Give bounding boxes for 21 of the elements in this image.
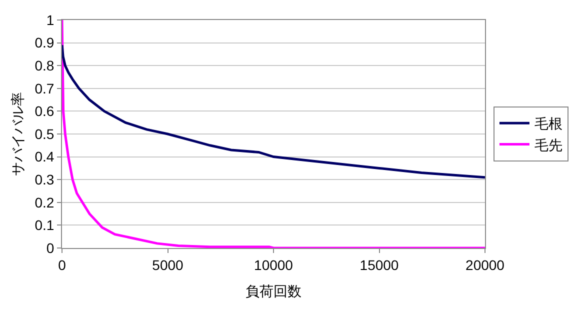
y-tick-label: 0.3 xyxy=(34,172,54,188)
y-tick-label: 0.8 xyxy=(34,58,54,74)
x-tick-label: 5000 xyxy=(152,256,184,273)
y-tick-label: 0 xyxy=(46,240,54,256)
y-tick-label: 0.6 xyxy=(34,103,54,120)
legend-label: 毛根 xyxy=(534,116,562,132)
y-tick-label: 0.9 xyxy=(34,34,54,51)
line-series xyxy=(62,44,485,179)
x-tick-label: 0 xyxy=(58,256,66,273)
y-tick-label: 0.2 xyxy=(34,194,54,210)
x-axis-title: 負荷回数 xyxy=(246,283,302,300)
y-tick-label: 0.1 xyxy=(34,217,54,234)
x-tick-label: 20000 xyxy=(466,256,505,273)
y-tick-label: 0.4 xyxy=(34,148,54,165)
x-tick-label: 15000 xyxy=(360,256,399,273)
y-axis-title: サバイバル率 xyxy=(9,92,26,176)
legend-label: 毛先 xyxy=(534,136,562,153)
x-tick-label: 10000 xyxy=(254,256,294,273)
y-tick-label: 0.5 xyxy=(34,126,54,142)
y-tick-label: 1 xyxy=(46,12,54,28)
y-tick-label: 0.7 xyxy=(34,80,54,96)
